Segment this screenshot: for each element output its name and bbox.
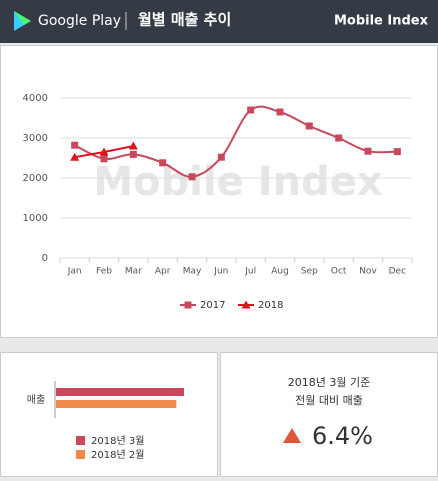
y-tick-label: 2000	[23, 173, 48, 184]
bar-y-label: 매출	[27, 394, 45, 406]
legend-swatch	[76, 450, 85, 459]
logo: Mobile Index	[334, 14, 429, 29]
bar	[56, 388, 184, 396]
y-tick-label: 1000	[23, 213, 48, 224]
x-tick-label: Oct	[331, 267, 347, 277]
x-tick-label: Dec	[389, 267, 406, 277]
point	[188, 173, 196, 181]
x-tick-label: Nov	[359, 267, 377, 277]
legend-label: 2017	[200, 300, 225, 311]
point	[129, 150, 137, 158]
bar	[56, 400, 177, 408]
summary-value: 6.4%	[312, 422, 373, 450]
summary-line2: 전월 대비 매출	[295, 394, 363, 407]
point	[393, 148, 401, 156]
x-tick-label: Jun	[213, 267, 228, 277]
point	[335, 134, 343, 142]
brand: Google Play	[38, 13, 121, 29]
point	[276, 108, 284, 116]
x-tick-label: Apr	[155, 267, 171, 277]
x-tick-label: Aug	[271, 267, 289, 277]
x-tick-label: Jul	[244, 267, 256, 277]
point	[128, 141, 138, 150]
legend-label: 2018년 2월	[91, 449, 144, 461]
y-tick-label: 0	[42, 253, 48, 264]
point	[99, 147, 109, 156]
bar-panel	[0, 352, 218, 477]
line-panel	[0, 45, 438, 338]
up-arrow	[283, 428, 301, 443]
summary-panel	[220, 352, 438, 477]
watermark: Mobile Index	[93, 159, 383, 205]
x-tick-label: Sep	[301, 267, 318, 277]
y-tick-label: 4000	[23, 93, 48, 104]
legend-swatch	[76, 436, 85, 445]
x-tick-label: Jan	[67, 267, 82, 277]
legend-marker	[184, 301, 192, 309]
header-bar	[0, 0, 438, 43]
point	[71, 141, 79, 149]
point	[247, 106, 255, 114]
point	[70, 152, 80, 161]
y-tick-label: 3000	[23, 133, 48, 144]
legend-marker	[241, 300, 251, 309]
legend-label: 2018년 3월	[91, 435, 144, 447]
point	[305, 122, 313, 130]
x-tick-label: May	[183, 267, 202, 277]
point	[100, 155, 108, 163]
point	[159, 159, 167, 167]
x-tick-label: Feb	[96, 267, 112, 277]
point	[364, 147, 372, 155]
point	[217, 153, 225, 161]
x-tick-label: Mar	[125, 267, 142, 277]
header-title: 월별 매출 추이	[138, 11, 231, 29]
legend-label: 2018	[258, 300, 283, 311]
summary-line1: 2018년 3월 기준	[288, 376, 370, 389]
play-icon-part	[14, 11, 31, 25]
